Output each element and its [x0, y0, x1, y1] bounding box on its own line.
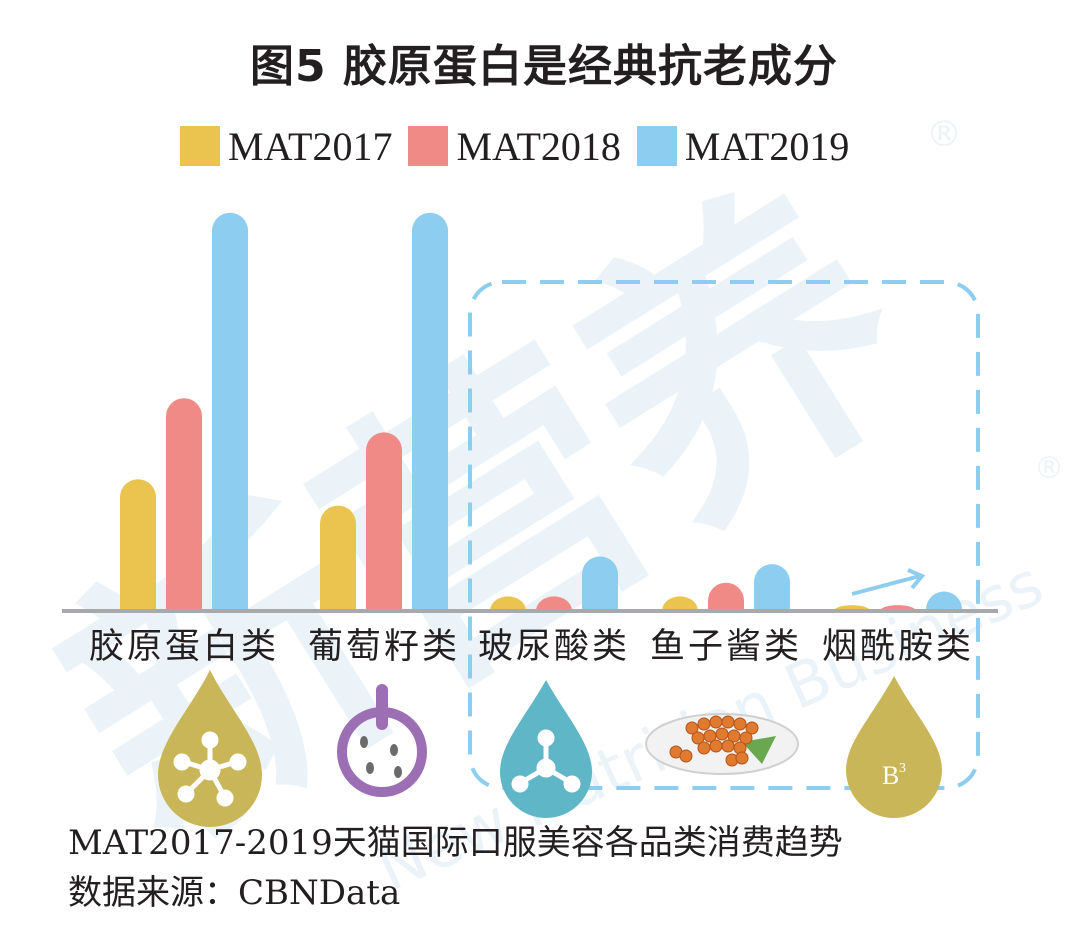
bar-mat2019-4 — [926, 591, 962, 611]
x-tick-label: 葡萄籽类 — [308, 627, 460, 667]
bar-mat2019-3 — [754, 564, 790, 611]
bar-mat2017-0 — [120, 479, 156, 611]
legend-item-mat2017: MAT2017 — [180, 123, 392, 170]
growth-arrow — [851, 568, 926, 596]
bar-mat2018-3 — [708, 582, 744, 611]
caviar-plate-icon — [645, 713, 799, 775]
x-tick-label: 胶原蛋白类 — [89, 627, 279, 667]
x-tick-labels: 胶原蛋白类 葡萄籽类 玻尿酸类 鱼子酱类 烟酰胺类 — [89, 627, 974, 667]
legend-swatch — [180, 126, 220, 166]
b3-sup: 3 — [899, 761, 906, 776]
x-tick-label: 鱼子酱类 — [650, 627, 802, 667]
b3-drop-icon: B 3 — [846, 676, 942, 818]
watermark-mark: ® — [926, 114, 962, 155]
chart-title: 图5 胶原蛋白是经典抗老成分 — [250, 41, 838, 92]
legend-label: MAT2019 — [684, 123, 850, 169]
legend-item-mat2018: MAT2018 — [408, 123, 621, 170]
footnote-line2: 数据来源：CBNData — [68, 873, 401, 913]
bar-mat2018-1 — [366, 432, 402, 611]
legend: MAT2017 MAT2018 MAT2019 — [180, 118, 849, 174]
footnote-line1: MAT2017-2019天猫国际口服美容各品类消费趋势 — [68, 823, 843, 863]
bar-mat2017-2 — [490, 596, 526, 611]
bar-mat2019-2 — [582, 556, 618, 611]
legend-label: MAT2017 — [228, 123, 393, 169]
legend-swatch — [636, 126, 677, 166]
grape-seed-icon — [337, 684, 427, 797]
bars-layer — [120, 212, 962, 611]
watermark-mark: ® — [1034, 451, 1064, 486]
b3-label: B — [882, 761, 899, 790]
bar-mat2018-0 — [166, 398, 202, 611]
x-tick-label: 烟酰胺类 — [822, 627, 974, 667]
x-tick-label: 玻尿酸类 — [478, 627, 630, 667]
legend-swatch — [408, 126, 449, 166]
molecule-drop-icon — [158, 670, 262, 827]
molecule-drop-icon — [500, 680, 592, 818]
bar-mat2019-1 — [412, 212, 448, 611]
bar-mat2019-0 — [212, 212, 248, 611]
footnote: MAT2017-2019天猫国际口服美容各品类消费趋势 数据来源：CBNData — [68, 818, 843, 918]
bar-mat2017-3 — [662, 596, 698, 611]
legend-item-mat2019: MAT2019 — [636, 123, 850, 170]
legend-label: MAT2018 — [456, 123, 621, 169]
bar-mat2017-1 — [320, 505, 356, 611]
bar-mat2018-2 — [536, 596, 572, 611]
